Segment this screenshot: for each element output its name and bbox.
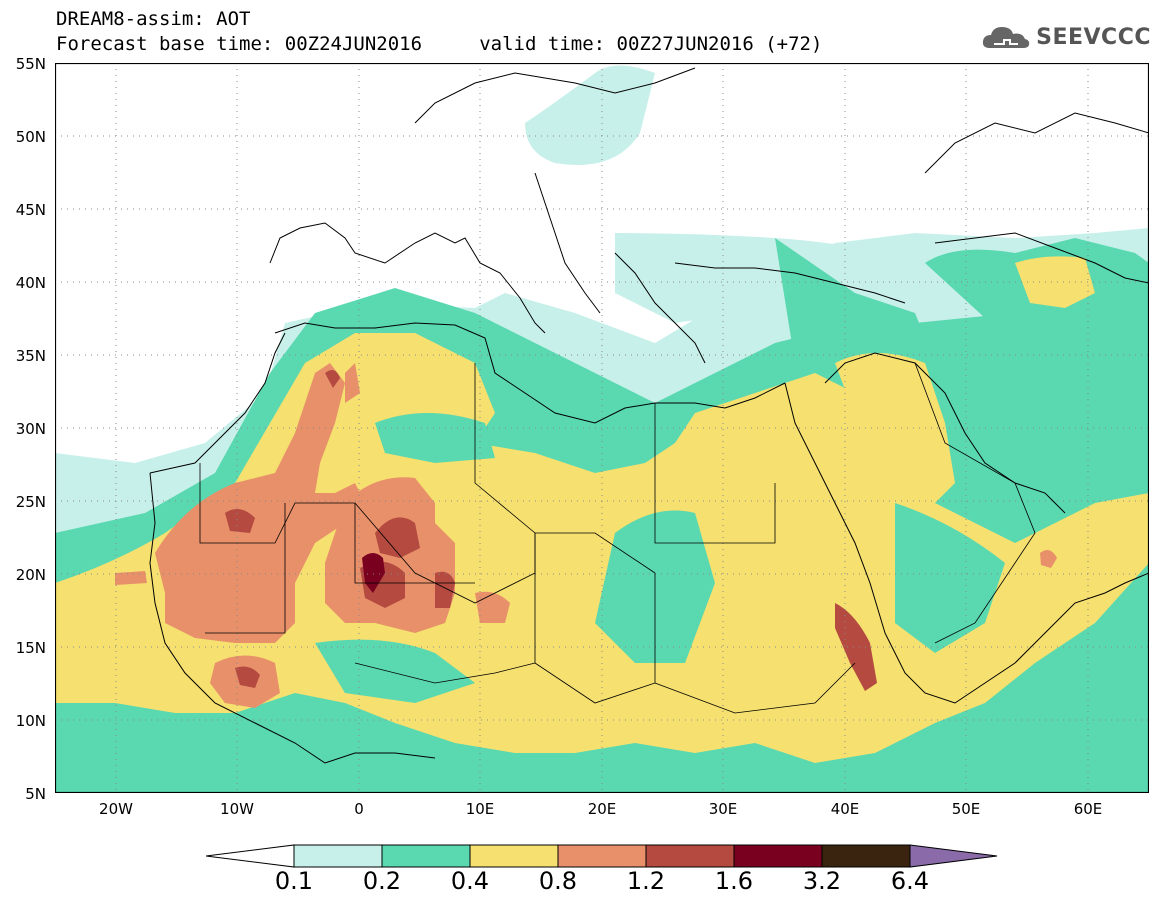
graticule — [55, 63, 1149, 793]
lat-label-30n: 30N — [15, 420, 46, 438]
colorbar-label-0.2: 0.2 — [362, 867, 402, 895]
map-border — [55, 63, 1149, 793]
lat-label-40n: 40N — [15, 274, 46, 292]
logo-text: SEEVCCC — [1036, 24, 1151, 50]
lat-label-55n: 55N — [15, 55, 46, 73]
colorbar — [206, 844, 998, 868]
lon-label-20w: 20W — [99, 800, 133, 818]
colorbar-swatch-0.1 — [293, 844, 383, 868]
colorbar-swatch-0.2 — [381, 844, 471, 868]
lat-label-15n: 15N — [15, 639, 46, 657]
colorbar-over-triangle — [909, 844, 998, 868]
lon-label-20e: 20E — [587, 800, 617, 818]
lat-label-20n: 20N — [15, 566, 46, 584]
lon-label-40e: 40E — [830, 800, 860, 818]
colorbar-label-6.4: 6.4 — [890, 867, 930, 895]
colorbar-label-0.4: 0.4 — [450, 867, 490, 895]
lon-label-10w: 10W — [220, 800, 254, 818]
colorbar-swatch-0.4 — [469, 844, 559, 868]
lon-label-30e: 30E — [708, 800, 738, 818]
colorbar-label-1.2: 1.2 — [626, 867, 666, 895]
colorbar-swatch-3.2 — [821, 844, 911, 868]
cloud-icon — [983, 27, 1030, 48]
chart-title: DREAM8-assim: AOT — [56, 8, 251, 30]
lon-label-10e: 10E — [465, 800, 495, 818]
lat-label-45n: 45N — [15, 201, 46, 219]
colorbar-swatch-0.8 — [557, 844, 647, 868]
colorbar-label-3.2: 3.2 — [802, 867, 842, 895]
lon-label-50e: 50E — [951, 800, 981, 818]
aot-map — [55, 63, 1149, 793]
lat-label-35n: 35N — [15, 347, 46, 365]
colorbar-label-0.1: 0.1 — [274, 867, 314, 895]
colorbar-swatch-1.2 — [645, 844, 735, 868]
lat-label-10n: 10N — [15, 712, 46, 730]
seevccc-logo: SEEVCCC — [980, 20, 1151, 54]
chart-subtitle: Forecast base time: 00Z24JUN2016 valid t… — [56, 33, 823, 55]
colorbar-under-triangle — [206, 844, 295, 868]
lat-label-25n: 25N — [15, 493, 46, 511]
colorbar-label-1.6: 1.6 — [714, 867, 754, 895]
lon-label-60e: 60E — [1073, 800, 1103, 818]
colorbar-swatch-1.6 — [733, 844, 823, 868]
colorbar-label-0.8: 0.8 — [538, 867, 578, 895]
coastlines — [149, 67, 1149, 764]
lat-label-5n: 5N — [25, 785, 46, 803]
borders — [199, 362, 1036, 714]
lon-label-0: 0 — [354, 800, 364, 818]
map-canvas — [55, 63, 1149, 793]
lat-label-50n: 50N — [15, 128, 46, 146]
